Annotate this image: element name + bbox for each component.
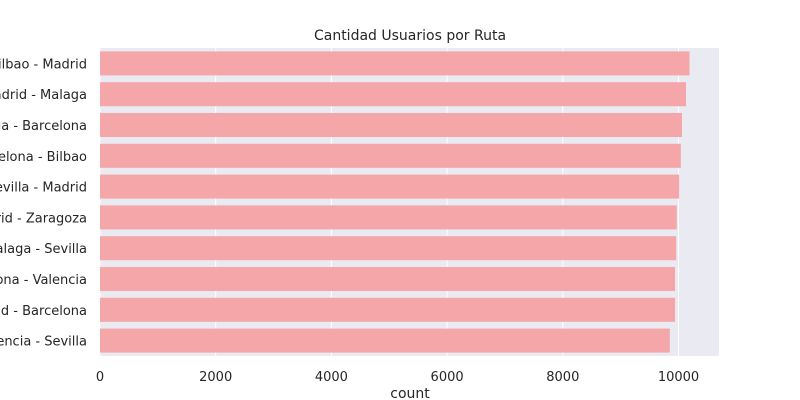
bar bbox=[100, 205, 677, 230]
bar bbox=[100, 297, 676, 322]
bar bbox=[100, 82, 687, 107]
y-tick-label: Sevilla - Madrid bbox=[0, 181, 87, 196]
y-tick-label: Madrid - Barcelona bbox=[0, 304, 87, 319]
bar bbox=[100, 112, 682, 138]
bar bbox=[100, 143, 681, 168]
y-tick-label: Barcelona - Valencia bbox=[0, 273, 87, 288]
y-tick-labels: Bilbao - Madrid Madrid - Malaga Malaga - B… bbox=[0, 57, 87, 349]
x-tick-label: 2000 bbox=[199, 370, 232, 385]
x-tick-label: 4000 bbox=[315, 370, 348, 385]
bar bbox=[100, 328, 670, 353]
bars bbox=[100, 51, 690, 353]
y-tick-label: Madrid - Malaga bbox=[0, 88, 87, 103]
bar bbox=[100, 266, 676, 292]
y-tick-label: Valencia - Sevilla bbox=[0, 335, 87, 350]
bar bbox=[100, 236, 677, 261]
x-tick-label: 6000 bbox=[431, 370, 464, 385]
x-axis-label: count bbox=[390, 386, 430, 400]
bar bbox=[100, 51, 690, 76]
y-tick-label: Malaga - Sevilla bbox=[0, 242, 87, 257]
x-tick-label: 10000 bbox=[658, 370, 699, 385]
bar bbox=[100, 174, 680, 199]
y-tick-label: Malaga - Barcelona bbox=[0, 119, 87, 134]
x-tick-label: 0 bbox=[96, 370, 104, 385]
x-tick-labels: 0 2000 4000 6000 8000 10000 bbox=[96, 370, 699, 385]
y-tick-label: Bilbao - Madrid bbox=[0, 57, 87, 72]
chart-title: Cantidad Usuarios por Ruta bbox=[314, 28, 506, 44]
x-tick-label: 8000 bbox=[546, 370, 579, 385]
y-tick-label: Madrid - Zaragoza bbox=[0, 211, 87, 226]
y-tick-label: Barcelona - Bilbao bbox=[0, 150, 87, 165]
